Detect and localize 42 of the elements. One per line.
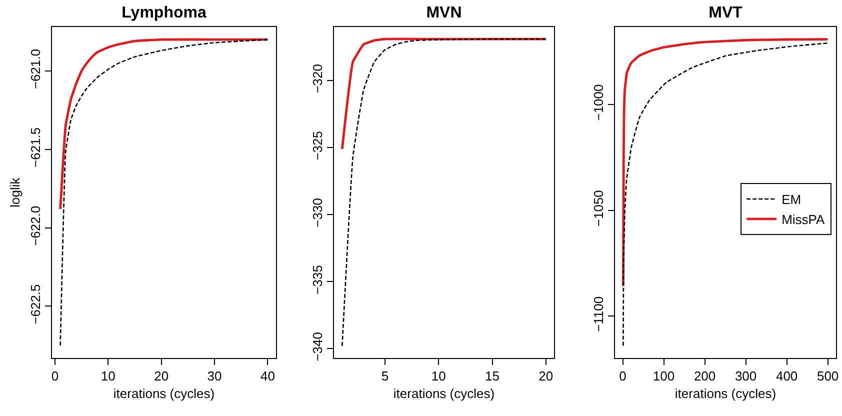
- chart-title: MVN: [426, 4, 462, 22]
- y-tick-label: −330: [310, 198, 325, 228]
- y-tick-label: −622.0: [28, 206, 43, 246]
- x-tick-label: 500: [816, 368, 839, 384]
- y-tick-label: −622.5: [28, 284, 43, 324]
- x-tick-label: 10: [100, 368, 116, 384]
- x-axis-title: iterations (cycles): [113, 386, 215, 402]
- line-series: [59, 38, 269, 210]
- x-tick-label: 0: [51, 368, 59, 384]
- line-series: [340, 38, 548, 150]
- y-tick-label: −621.0: [28, 48, 43, 90]
- x-axis-title: iterations (cycles): [674, 386, 776, 402]
- y-tick-label: −335: [310, 265, 325, 294]
- line-series: [622, 42, 828, 346]
- x-tick-label: 200: [694, 368, 716, 384]
- x-tick-label: 20: [154, 368, 169, 384]
- x-tick-label: 0: [619, 368, 626, 384]
- y-tick-label: −1000: [590, 84, 606, 121]
- y-tick-label: −320: [310, 64, 325, 94]
- y-tick-label: −621.5: [28, 127, 43, 168]
- x-tick-label: 100: [652, 368, 675, 384]
- line-series: [60, 38, 268, 346]
- x-tick-label: 30: [207, 368, 222, 384]
- x-tick-label: 20: [538, 368, 554, 384]
- x-tick-label: 10: [431, 368, 446, 384]
- x-tick-label: 40: [260, 368, 275, 384]
- y-tick-label: −325: [310, 131, 325, 160]
- y-tick-label: −340: [310, 332, 325, 362]
- legend-label: MissPA: [782, 212, 826, 227]
- line-series: [622, 38, 830, 288]
- x-tick-label: 400: [776, 368, 798, 384]
- y-tick-label: −1100: [590, 296, 606, 332]
- legend-label: EM: [782, 192, 802, 208]
- x-axis-title: iterations (cycles): [393, 386, 495, 402]
- line-series: [342, 38, 546, 347]
- chart-title: MVT: [708, 4, 743, 22]
- y-tick-label: −1050: [590, 190, 606, 227]
- x-tick-label: 300: [734, 368, 757, 384]
- x-tick-label: 15: [485, 368, 500, 384]
- x-tick-label: 5: [381, 368, 389, 384]
- y-axis-title: loglik: [8, 177, 23, 208]
- chart-title: Lymphoma: [122, 4, 206, 22]
